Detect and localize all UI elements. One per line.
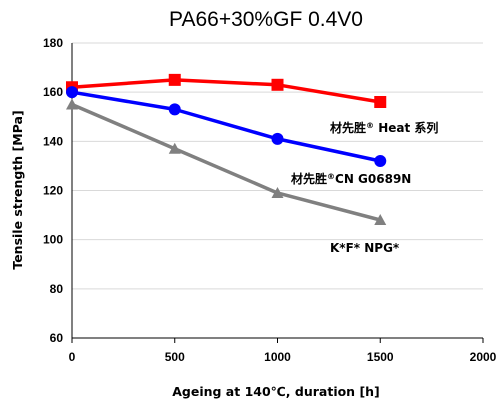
series-1 [66,73,387,108]
data-point-circle [168,103,181,116]
data-point-circle [66,86,78,99]
series-line [71,90,381,163]
y-tick-label: 100 [43,233,63,247]
chart-title: PA66+30%GF 0.4V0 [169,8,363,31]
y-tick-label: 80 [50,282,64,296]
y-tick-label: 160 [43,85,63,99]
x-tick-label: 1000 [264,350,291,364]
y-axis-title: Tensile strength [MPa] [10,110,25,269]
x-axis-title: Ageing at 140℃, duration [h] [172,384,380,399]
tick-labels: 60 80 100 120 140 160 180 0 500 1000 1500 2000 [43,36,497,364]
series-3 [66,98,387,225]
label-part: 材先胜 [329,120,366,135]
series-label-2: 材先胜®CN G0689N [290,171,411,186]
registered-mark: ® [327,172,335,181]
label-part: Heat 系列 [374,120,438,135]
y-tick-label: 140 [43,134,63,148]
series-label-3: K*F* NPG* [330,241,400,255]
data-point-square [271,78,284,91]
series-line [71,78,381,104]
label-part: K*F* NPG* [330,241,400,255]
data-point-triangle [168,142,181,154]
series-label-1: 材先胜® Heat 系列 [329,120,438,135]
series-2 [66,86,387,167]
registered-mark: ® [366,121,374,130]
data-point-triangle [271,186,284,198]
data-point-square [168,73,181,86]
series-lines [66,73,387,225]
data-point-triangle [374,214,387,225]
data-point-square [374,96,387,108]
data-point-circle [271,132,284,145]
x-tick-label: 0 [69,350,76,364]
data-point-triangle [66,98,78,110]
label-part: 材先胜 [290,171,327,186]
data-point-circle [374,155,387,167]
y-tick-label: 60 [50,331,64,345]
x-tick-label: 1500 [367,350,394,364]
x-tick-label: 500 [165,350,185,364]
y-tick-label: 120 [43,184,63,198]
x-tick-label: 2000 [470,350,497,364]
label-part: CN G0689N [335,172,411,186]
series-line [71,102,381,222]
y-tick-label: 180 [43,36,63,50]
